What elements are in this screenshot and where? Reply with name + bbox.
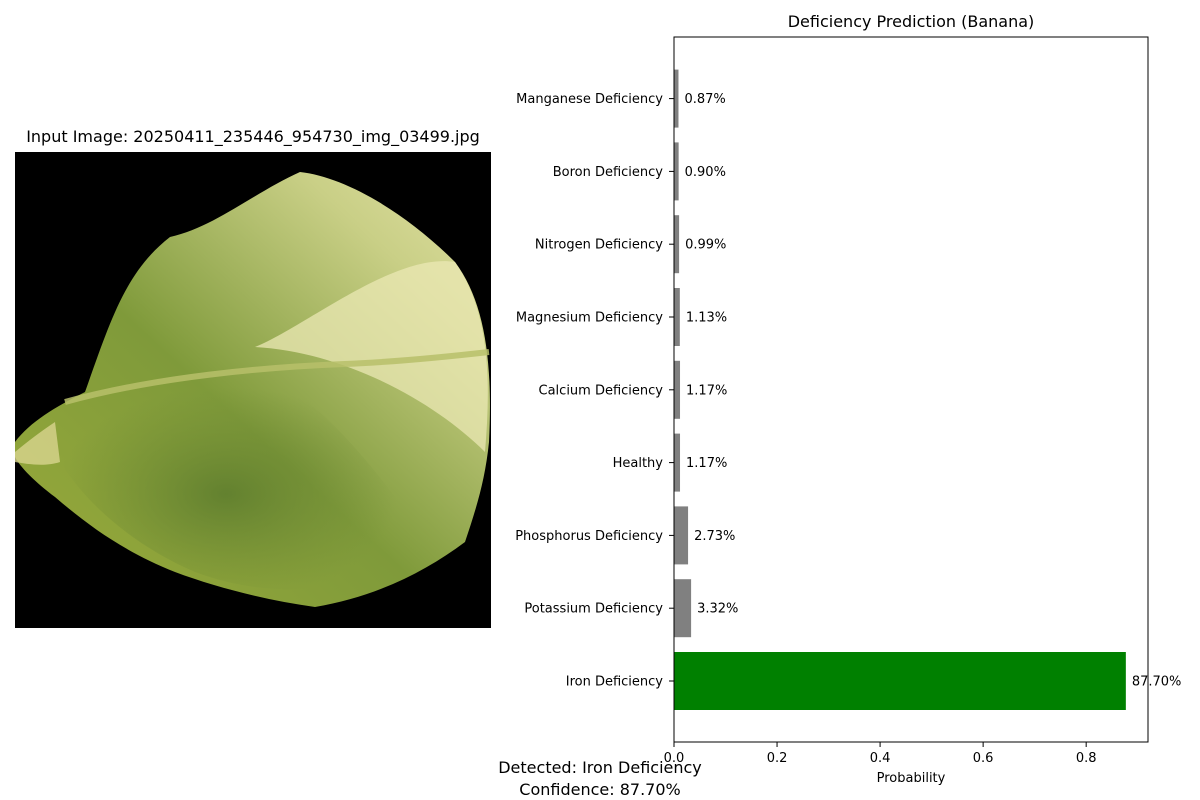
category-label: Potassium Deficiency [524,602,663,617]
category-label: Nitrogen Deficiency [535,238,663,253]
bar-manganese-deficiency [674,69,679,128]
input-image [15,152,491,628]
x-tick-label: 0.6 [973,751,994,766]
value-label: 0.99% [685,238,726,253]
bar-healthy [674,433,681,492]
category-label: Phosphorus Deficiency [515,529,663,544]
banana-leaf-image [15,152,491,628]
value-label: 3.32% [697,602,738,617]
x-tick-label: 0.0 [664,751,685,766]
chart-title: Deficiency Prediction (Banana) [787,12,1035,31]
category-label: Magnesium Deficiency [516,311,663,326]
value-label: 2.73% [694,529,735,544]
value-label: 1.17% [686,456,727,471]
bar-phosphorus-deficiency [674,506,689,565]
category-label: Calcium Deficiency [539,383,664,398]
category-label: Manganese Deficiency [516,92,663,107]
plot-frame [673,36,1149,743]
bar-nitrogen-deficiency [674,215,680,274]
value-label: 0.87% [684,92,725,107]
category-label: Healthy [613,456,664,471]
category-label: Boron Deficiency [553,165,664,180]
bar-magnesium-deficiency [674,288,680,346]
value-label: 0.90% [685,165,726,180]
image-title: Input Image: 20250411_235446_954730_img_… [26,127,480,146]
value-label: 1.17% [686,383,727,398]
bar-iron-deficiency [674,652,1126,710]
x-axis-label: Probability [877,771,946,786]
x-tick-label: 0.8 [1076,751,1097,766]
bar-potassium-deficiency [674,579,692,638]
confidence-text: Confidence: 87.70% [519,780,681,799]
value-label: 87.70% [1132,675,1182,690]
bar-calcium-deficiency [674,360,681,419]
value-label: 1.13% [686,311,727,326]
bar-boron-deficiency [674,142,679,201]
x-tick-label: 0.2 [767,751,788,766]
x-tick-label: 0.4 [870,751,891,766]
detected-text: Detected: Iron Deficiency [498,758,702,777]
category-label: Iron Deficiency [566,675,664,690]
